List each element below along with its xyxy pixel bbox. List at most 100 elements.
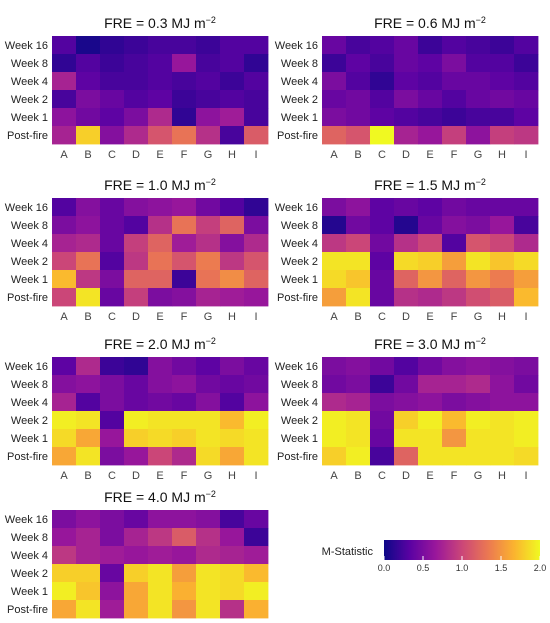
legend-title: M-Statistic [322, 546, 374, 558]
heatmap-cell [418, 252, 443, 271]
heatmap-cell [244, 270, 269, 289]
heatmap-cell [100, 270, 125, 289]
heatmap-cell [172, 393, 197, 412]
heatmap-cell [52, 393, 77, 412]
heatmap-cell [442, 108, 467, 127]
heatmap-cell [172, 36, 197, 55]
heatmap-cell [100, 429, 125, 448]
heatmap-cell [244, 234, 269, 253]
column-label: E [156, 311, 163, 323]
heatmap-cell [52, 126, 77, 145]
row-label: Week 1 [11, 112, 48, 124]
heatmap-cell [514, 198, 539, 217]
column-label: G [474, 470, 483, 482]
heatmap-cell [196, 600, 221, 619]
heatmap-cell [244, 447, 269, 466]
heatmap-cell [52, 72, 77, 91]
heatmap-cell [148, 357, 173, 376]
heatmap-cell [124, 411, 149, 430]
row-label: Week 1 [11, 586, 48, 598]
heatmap-cell [124, 252, 149, 271]
heatmap-cell [346, 36, 371, 55]
heatmap-cell [124, 234, 149, 253]
heatmap-cell [442, 90, 467, 109]
heatmap-cell [100, 234, 125, 253]
heatmap-cell [148, 126, 173, 145]
heatmap-panels: FRE = 0.3 MJ m−2 Week 16 Week 8 Week 4 Week … [5, 15, 539, 619]
heatmap-cell [244, 36, 269, 55]
heatmap-cell [370, 90, 395, 109]
heatmap-cell [490, 375, 515, 394]
heatmap-cell [466, 429, 491, 448]
row-label: Week 16 [5, 40, 48, 52]
heatmap-cell [124, 357, 149, 376]
row-label: Week 4 [281, 76, 318, 88]
heatmap-cell [514, 288, 539, 307]
heatmap-panel: FRE = 2.0 MJ m−2 Week 16 Week 8 Week 4 Week … [5, 336, 269, 482]
heatmap-cell [346, 429, 371, 448]
heatmap-cell [52, 582, 77, 601]
heatmap-cell [514, 270, 539, 289]
column-label: A [330, 470, 338, 482]
heatmap-cell [220, 357, 245, 376]
heatmap-panel: FRE = 4.0 MJ m−2 Week 16 Week 8 Week 4 Week … [5, 489, 269, 619]
heatmap-cell [322, 270, 347, 289]
heatmap-cell [394, 357, 419, 376]
legend-tick-label: 2.0 [534, 563, 547, 573]
column-label: D [402, 311, 410, 323]
row-label: Post-fire [7, 604, 48, 616]
heatmap-cell [52, 54, 77, 73]
heatmap-cell [52, 234, 77, 253]
heatmap-cell [514, 90, 539, 109]
column-label: D [402, 470, 410, 482]
row-label: Post-fire [277, 292, 318, 304]
column-label: G [204, 311, 213, 323]
column-label: G [204, 470, 213, 482]
heatmap-cell [244, 528, 269, 547]
heatmap-cell [100, 108, 125, 127]
heatmap-cell [394, 429, 419, 448]
row-label: Week 2 [281, 415, 318, 427]
heatmap-cell [418, 54, 443, 73]
heatmap-cell [346, 54, 371, 73]
heatmap-cell [418, 393, 443, 412]
heatmap-cell [370, 126, 395, 145]
heatmap-cell [148, 564, 173, 583]
heatmap-cell [220, 36, 245, 55]
heatmap-cell [148, 429, 173, 448]
heatmap-cell [466, 126, 491, 145]
row-label: Week 1 [281, 433, 318, 445]
heatmap-cell [418, 198, 443, 217]
column-label: E [156, 149, 163, 161]
heatmap-cell [322, 252, 347, 271]
legend-tick-label: 0.5 [417, 563, 430, 573]
heatmap-cell [100, 90, 125, 109]
row-label: Week 1 [11, 433, 48, 445]
panel-title: FRE = 0.6 MJ m−2 [374, 15, 486, 31]
heatmap-cell [490, 270, 515, 289]
heatmap-cell [394, 270, 419, 289]
heatmap-cell [124, 36, 149, 55]
heatmap-cell [100, 447, 125, 466]
heatmap-cell [124, 447, 149, 466]
heatmap-cell [196, 72, 221, 91]
column-label: B [354, 149, 361, 161]
column-label: C [378, 470, 386, 482]
row-label: Week 16 [5, 202, 48, 214]
heatmap-cell [76, 54, 101, 73]
heatmap-cell [490, 429, 515, 448]
heatmap-cell [124, 582, 149, 601]
row-label: Week 8 [281, 58, 318, 70]
heatmap-panel: FRE = 0.6 MJ m−2 Week 16 Week 8 Week 4 Week … [275, 15, 539, 161]
heatmap-cell [442, 54, 467, 73]
heatmap-cell [220, 252, 245, 271]
heatmap-cell [196, 357, 221, 376]
heatmap-cell [490, 108, 515, 127]
heatmap-cell [244, 198, 269, 217]
column-label: B [354, 311, 361, 323]
heatmap-cell [76, 510, 101, 529]
heatmap-cell [220, 126, 245, 145]
heatmap-cell [148, 447, 173, 466]
heatmap-cell [52, 252, 77, 271]
column-label: B [84, 470, 91, 482]
